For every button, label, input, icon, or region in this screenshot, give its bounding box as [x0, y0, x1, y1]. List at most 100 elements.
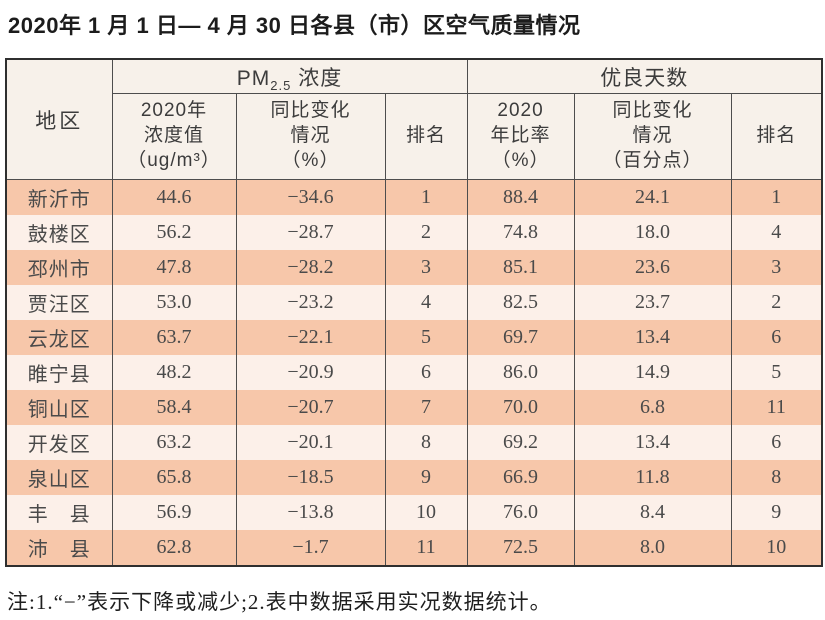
pm-concentration-cell: 47.8: [111, 250, 237, 285]
col-group-pm25: PM2.5 浓度: [111, 59, 468, 94]
pm-change-cell: −20.9: [235, 355, 386, 390]
region-cell: 铜山区: [5, 390, 113, 425]
page-title: 2020年 1 月 1 日— 4 月 30 日各县（市）区空气质量情况: [8, 13, 581, 38]
good-days-ratio-cell: 88.4: [466, 179, 575, 215]
good-days-ratio-cell: 66.9: [466, 460, 575, 495]
header-group-row: 地区 PM2.5 浓度 优良天数: [5, 59, 823, 180]
good-days-change-cell: 14.9: [573, 355, 732, 390]
pm-rank-cell: 2: [384, 215, 468, 250]
good-days-change-cell: 11.8: [573, 460, 732, 495]
footnote: 注:1.“−”表示下降或减少;2.表中数据采用实况数据统计。: [7, 590, 552, 614]
pm-concentration-cell: 62.8: [111, 530, 237, 566]
table-row: 沛 县 62.8 −1.7 11 72.5 8.0 10: [5, 530, 823, 566]
pm-concentration-cell: 53.0: [111, 285, 237, 320]
table-row: 泉山区 65.8 −18.5 9 66.9 11.8 8: [5, 460, 823, 495]
pm-concentration-cell: 44.6: [111, 179, 237, 215]
col-header-region: 地区: [5, 59, 113, 180]
good-days-change-cell: 23.7: [573, 285, 732, 320]
good-days-change-cell: 8.4: [573, 495, 732, 530]
table-row: 邳州市 47.8 −28.2 3 85.1 23.6 3: [5, 250, 823, 285]
pm-change-cell: −34.6: [235, 179, 386, 215]
good-days-change-cell: 18.0: [573, 215, 732, 250]
good-days-ratio-cell: 69.2: [466, 425, 575, 460]
good-days-change-cell: 24.1: [573, 179, 732, 215]
good-days-rank-cell: 11: [730, 390, 823, 425]
good-days-change-cell: 23.6: [573, 250, 732, 285]
pm25-label-subscript: 2.5: [270, 77, 292, 93]
region-cell: 丰 县: [5, 495, 113, 530]
good-days-ratio-cell: 82.5: [466, 285, 575, 320]
col-header-good-days-rank: 排名: [730, 93, 823, 180]
good-days-change-cell: 8.0: [573, 530, 732, 566]
pm-change-cell: −28.2: [235, 250, 386, 285]
pm-concentration-cell: 48.2: [111, 355, 237, 390]
good-days-change-cell: 6.8: [573, 390, 732, 425]
region-cell: 泉山区: [5, 460, 113, 495]
pm-concentration-cell: 63.2: [111, 425, 237, 460]
pm-concentration-cell: 63.7: [111, 320, 237, 355]
good-days-rank-cell: 8: [730, 460, 823, 495]
region-cell: 贾汪区: [5, 285, 113, 320]
table-row: 贾汪区 53.0 −23.2 4 82.5 23.7 2: [5, 285, 823, 320]
pm-change-cell: −1.7: [235, 530, 386, 566]
pm-rank-cell: 1: [384, 179, 468, 215]
air-quality-table: 地区 PM2.5 浓度 优良天数 2020年 浓度值 （ug/m³） 同比变化 …: [5, 58, 824, 567]
table-row: 云龙区 63.7 −22.1 5 69.7 13.4 6: [5, 320, 823, 355]
good-days-change-cell: 13.4: [573, 320, 732, 355]
col-header-good-days-change: 同比变化 情况 （百分点）: [573, 93, 732, 180]
region-cell: 新沂市: [5, 179, 113, 215]
pm-change-cell: −18.5: [235, 460, 386, 495]
good-days-rank-cell: 5: [730, 355, 823, 390]
table-row: 丰 县 56.9 −13.8 10 76.0 8.4 9: [5, 495, 823, 530]
pm-change-cell: −20.1: [235, 425, 386, 460]
header-sub-row: 2020年 浓度值 （ug/m³） 同比变化 情况 （%） 排名 2020 年比…: [6, 93, 823, 180]
good-days-ratio-cell: 85.1: [466, 250, 575, 285]
pm25-label-prefix: PM: [236, 66, 271, 90]
pm-change-cell: −13.8: [235, 495, 386, 530]
good-days-ratio-cell: 72.5: [466, 530, 575, 566]
col-header-good-days-ratio: 2020 年比率 （%）: [466, 93, 575, 180]
pm-concentration-cell: 56.2: [111, 215, 237, 250]
good-days-rank-cell: 6: [730, 425, 823, 460]
region-cell: 云龙区: [5, 320, 113, 355]
pm-rank-cell: 4: [384, 285, 468, 320]
good-days-ratio-cell: 74.8: [466, 215, 575, 250]
region-cell: 睢宁县: [5, 355, 113, 390]
table-row: 铜山区 58.4 −20.7 7 70.0 6.8 11: [5, 390, 823, 425]
pm-rank-cell: 3: [384, 250, 468, 285]
good-days-rank-cell: 3: [730, 250, 823, 285]
pm-concentration-cell: 58.4: [111, 390, 237, 425]
pm-concentration-cell: 56.9: [111, 495, 237, 530]
good-days-rank-cell: 6: [730, 320, 823, 355]
pm-rank-cell: 6: [384, 355, 468, 390]
table-row: 睢宁县 48.2 −20.9 6 86.0 14.9 5: [5, 355, 823, 390]
region-cell: 邳州市: [5, 250, 113, 285]
col-header-pm-concentration: 2020年 浓度值 （ug/m³）: [111, 93, 237, 180]
pm25-label-suffix: 浓度: [291, 66, 343, 90]
col-header-pm-rank: 排名: [384, 93, 468, 180]
region-cell: 沛 县: [5, 530, 113, 566]
col-header-pm-change: 同比变化 情况 （%）: [235, 93, 386, 180]
pm-rank-cell: 10: [384, 495, 468, 530]
pm-rank-cell: 9: [384, 460, 468, 495]
region-cell: 开发区: [5, 425, 113, 460]
pm-concentration-cell: 65.8: [111, 460, 237, 495]
pm-rank-cell: 11: [384, 530, 468, 566]
pm-change-cell: −22.1: [235, 320, 386, 355]
good-days-rank-cell: 2: [730, 285, 823, 320]
table-row: 开发区 63.2 −20.1 8 69.2 13.4 6: [5, 425, 823, 460]
good-days-rank-cell: 1: [730, 179, 823, 215]
good-days-rank-cell: 9: [730, 495, 823, 530]
good-days-rank-cell: 4: [730, 215, 823, 250]
region-cell: 鼓楼区: [5, 215, 113, 250]
pm-rank-cell: 7: [384, 390, 468, 425]
col-group-good-days: 优良天数: [466, 59, 823, 94]
pm-change-cell: −23.2: [235, 285, 386, 320]
table-row: 新沂市 44.6 −34.6 1 88.4 24.1 1: [5, 179, 823, 215]
pm-rank-cell: 5: [384, 320, 468, 355]
good-days-ratio-cell: 76.0: [466, 495, 575, 530]
good-days-ratio-cell: 69.7: [466, 320, 575, 355]
pm-rank-cell: 8: [384, 425, 468, 460]
good-days-rank-cell: 10: [730, 530, 823, 566]
